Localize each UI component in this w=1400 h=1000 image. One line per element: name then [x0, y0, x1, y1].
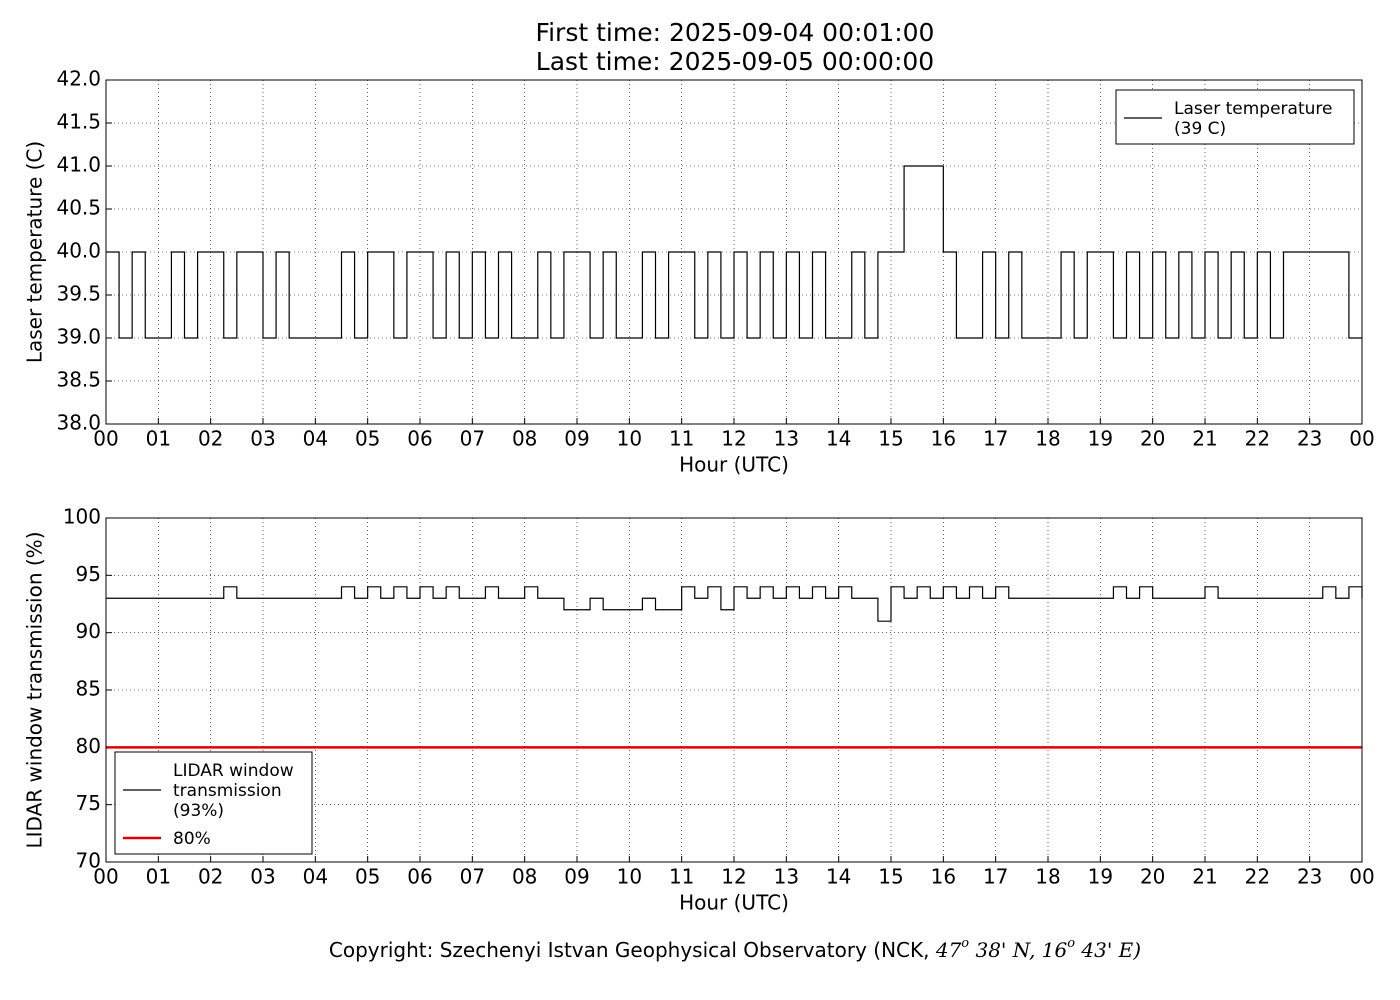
x-tick-label: 12: [721, 865, 746, 889]
x-tick-label: 16: [931, 865, 956, 889]
footer-part: Copyright: Szechenyi Istvan Geophysical …: [329, 938, 936, 962]
x-tick-label: 23: [1297, 865, 1322, 889]
legend-label: Laser temperature (39 C): [1174, 99, 1332, 139]
title-line: First time: 2025-09-04 00:01:00: [536, 18, 935, 47]
x-tick-label: 00: [93, 865, 118, 889]
x-tick-label: 18: [1035, 427, 1060, 451]
x-tick-label: 08: [512, 865, 537, 889]
y-tick-label: 75: [76, 791, 101, 815]
y-tick-label: 40.0: [56, 239, 101, 263]
title-line: Last time: 2025-09-05 00:00:00: [536, 47, 934, 76]
y-axis-label: LIDAR window transmission (%): [23, 532, 47, 849]
y-tick-label: 39.5: [56, 282, 101, 306]
x-tick-label: 00: [93, 427, 118, 451]
x-tick-label: 20: [1140, 865, 1165, 889]
x-tick-label: 01: [146, 865, 171, 889]
x-tick-label: 15: [878, 865, 903, 889]
footer-part: 38' N,: [969, 938, 1042, 962]
x-tick-label: 12: [721, 427, 746, 451]
y-tick-label: 95: [76, 562, 101, 586]
y-tick-label: 80: [76, 734, 101, 758]
x-tick-label: 20: [1140, 427, 1165, 451]
x-tick-label: 02: [198, 427, 223, 451]
x-tick-label: 18: [1035, 865, 1060, 889]
x-tick-label: 22: [1245, 865, 1270, 889]
x-tick-label: 19: [1088, 427, 1113, 451]
legend-label: LIDAR window transmission (93%): [173, 761, 294, 821]
legend-box: [1115, 89, 1355, 145]
x-tick-label: 16: [931, 427, 956, 451]
x-tick-label: 10: [617, 427, 642, 451]
x-tick-label: 11: [669, 427, 694, 451]
plot-frame: [105, 517, 1363, 863]
footer: Copyright: Szechenyi Istvan Geophysical …: [329, 936, 1141, 962]
y-tick-label: 40.5: [56, 196, 101, 220]
y-tick-label: 41.0: [56, 153, 101, 177]
y-tick-label: 38.5: [56, 368, 101, 392]
x-tick-label: 13: [774, 865, 799, 889]
y-tick-label: 90: [76, 619, 101, 643]
x-axis-label: Hour (UTC): [679, 453, 789, 477]
legend-label: 80%: [173, 829, 211, 849]
footer-part: 16: [1042, 938, 1068, 962]
x-tick-label: 01: [146, 427, 171, 451]
x-tick-label: 21: [1192, 427, 1217, 451]
x-tick-label: 09: [564, 865, 589, 889]
x-tick-label: 14: [826, 865, 851, 889]
x-tick-label: 02: [198, 865, 223, 889]
x-tick-label: 07: [460, 427, 485, 451]
x-tick-label: 00: [1349, 865, 1374, 889]
plot-frame: [105, 79, 1363, 425]
y-tick-label: 85: [76, 677, 101, 701]
x-tick-label: 11: [669, 865, 694, 889]
x-tick-label: 23: [1297, 427, 1322, 451]
footer-part: o: [961, 936, 969, 951]
x-tick-label: 14: [826, 427, 851, 451]
y-axis-label: Laser temperature (C): [23, 141, 47, 363]
x-tick-label: 04: [303, 427, 328, 451]
x-tick-label: 05: [355, 865, 380, 889]
y-tick-label: 38.0: [56, 411, 101, 435]
x-tick-label: 13: [774, 427, 799, 451]
x-tick-label: 03: [250, 427, 275, 451]
x-axis-label: Hour (UTC): [679, 891, 789, 915]
x-tick-label: 06: [407, 427, 432, 451]
x-tick-label: 19: [1088, 865, 1113, 889]
x-tick-label: 09: [564, 427, 589, 451]
x-tick-label: 08: [512, 427, 537, 451]
footer-part: o: [1067, 936, 1075, 951]
y-tick-label: 70: [76, 849, 101, 873]
x-tick-label: 17: [983, 865, 1008, 889]
y-tick-label: 42.0: [56, 67, 101, 91]
x-tick-label: 21: [1192, 865, 1217, 889]
y-tick-label: 39.0: [56, 325, 101, 349]
x-tick-label: 03: [250, 865, 275, 889]
x-tick-label: 06: [407, 865, 432, 889]
x-tick-label: 17: [983, 427, 1008, 451]
x-tick-label: 05: [355, 427, 380, 451]
x-tick-label: 04: [303, 865, 328, 889]
x-tick-label: 07: [460, 865, 485, 889]
x-tick-label: 10: [617, 865, 642, 889]
data-line: [106, 165, 1362, 339]
x-tick-label: 22: [1245, 427, 1270, 451]
footer-part: 47: [935, 938, 962, 962]
x-tick-label: 00: [1349, 427, 1374, 451]
footer-part: 43' E): [1075, 938, 1141, 962]
x-tick-label: 15: [878, 427, 903, 451]
data-line: [106, 586, 1363, 622]
y-tick-label: 41.5: [56, 110, 101, 134]
y-tick-label: 100: [63, 505, 101, 529]
